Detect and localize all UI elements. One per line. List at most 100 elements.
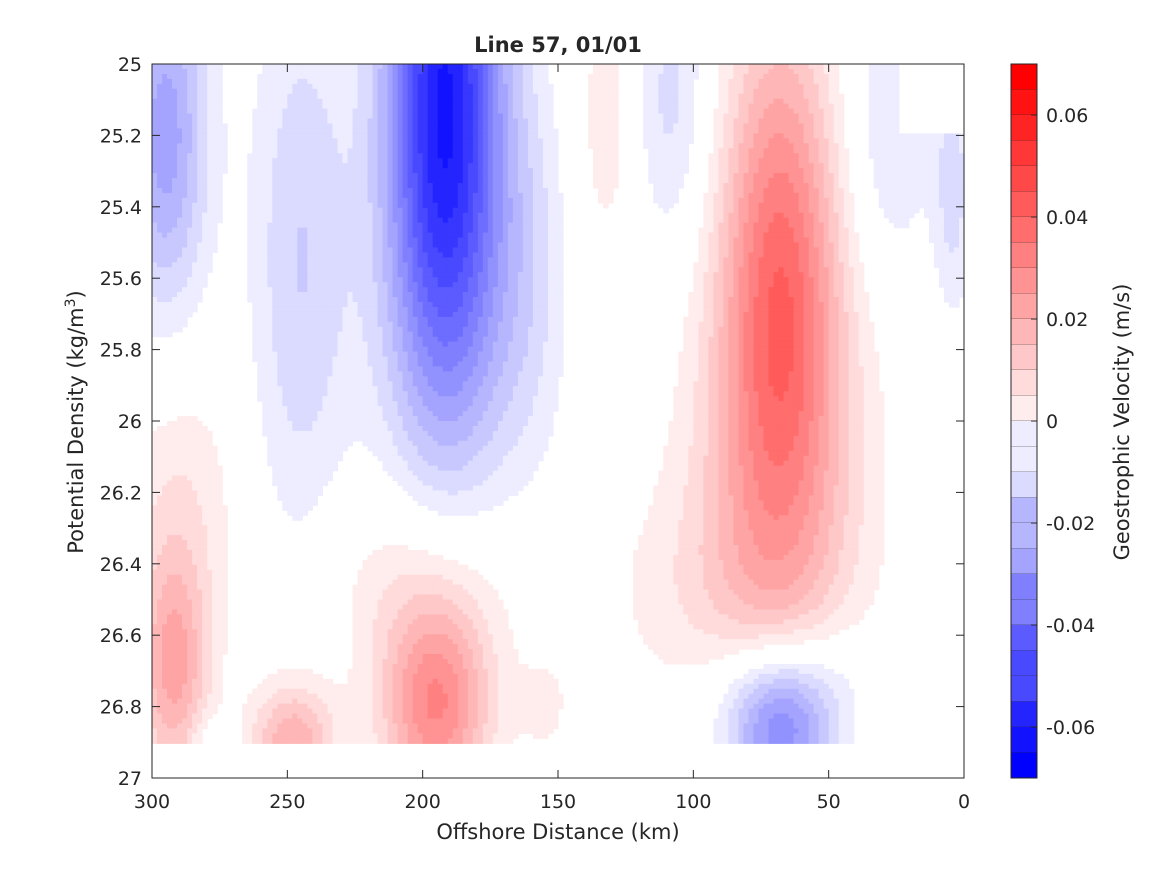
contour-cell [768,64,775,70]
contour-cell [818,98,825,105]
contour-cell [648,88,654,95]
contour-cell [432,222,439,229]
contour-cell [307,98,313,105]
contour-cell [402,83,409,90]
contour-cell [182,73,188,80]
contour-cell [472,103,479,110]
contour-cell [658,88,664,95]
contour-cell [407,93,414,100]
contour-cell [532,227,539,234]
contour-cell [898,178,905,184]
contour-cell [868,83,875,90]
contour-cell [202,123,208,130]
contour-cell [678,78,684,85]
contour-cell [768,123,775,130]
contour-cell [357,103,364,110]
contour-cell [397,247,404,254]
contour-cell [302,143,308,149]
contour-cell [427,168,434,174]
contour-cell [678,183,684,189]
contour-cell [748,118,755,125]
contour-cell [372,143,379,149]
contour-cell [688,88,694,95]
contour-cell [187,78,193,85]
contour-cell [177,158,183,164]
contour-cell [477,168,484,174]
contour-cell [603,64,609,70]
contour-cell [743,197,750,204]
contour-cell [392,187,399,194]
contour-cell [327,73,334,80]
contour-cell [272,197,278,204]
contour-cell [477,138,484,144]
contour-cell [873,173,880,179]
contour-cell [512,153,519,159]
contour-cell [828,197,835,204]
contour-cell [262,73,268,80]
contour-cell [833,143,840,149]
contour-cell [933,257,940,263]
contour-cell [893,173,900,179]
contour-cell [743,217,750,224]
contour-cell [838,143,845,149]
contour-cell [502,232,509,239]
contour-cell [733,103,740,110]
contour-cell [402,232,409,239]
contour-cell [367,192,374,199]
contour-cell [923,138,930,144]
contour-cell [257,212,263,219]
contour-cell [297,128,303,135]
contour-cell [663,183,669,189]
contour-cell [748,103,755,110]
contour-cell [763,207,770,214]
contour-cell [162,133,168,139]
contour-cell [392,227,399,234]
contour-cell [733,153,740,159]
contour-cell [212,197,218,204]
contour-cell [527,197,534,204]
contour-cell [517,173,524,179]
contour-cell [593,163,599,169]
contour-cell [162,232,168,239]
contour-cell [487,128,494,135]
contour-cell [397,133,404,139]
contour-cell [512,217,519,224]
contour-cell [653,88,659,95]
contour-cell [312,148,319,154]
contour-cell [342,93,349,100]
contour-cell [673,93,679,100]
contour-cell [698,257,704,263]
contour-cell [452,73,459,80]
contour-cell [497,247,504,254]
contour-cell [292,168,298,174]
contour-cell [277,217,283,224]
contour-cell [372,98,379,105]
contour-cell [302,183,308,189]
contour-cell [798,232,805,239]
contour-cell [257,113,263,120]
contour-cell [452,168,459,174]
contour-cell [307,242,313,249]
contour-cell [507,197,514,204]
contour-cell [322,64,329,70]
contour-cell [402,163,409,169]
contour-cell [162,73,168,80]
contour-cell [292,73,298,80]
contour-cell [758,93,765,100]
contour-cell [162,237,168,244]
contour-cell [472,202,479,209]
contour-cell [522,148,529,154]
contour-cell [708,187,714,194]
contour-cell [272,103,278,110]
contour-cell [753,123,760,130]
contour-cell [152,64,158,70]
contour-cell [517,252,524,258]
contour-cell [292,118,298,125]
contour-cell [598,103,604,110]
contour-cell [512,168,519,174]
contour-cell [818,83,825,90]
contour-cell [442,158,449,164]
contour-cell [818,202,825,209]
contour-cell [517,123,524,130]
contour-cell [187,262,193,268]
